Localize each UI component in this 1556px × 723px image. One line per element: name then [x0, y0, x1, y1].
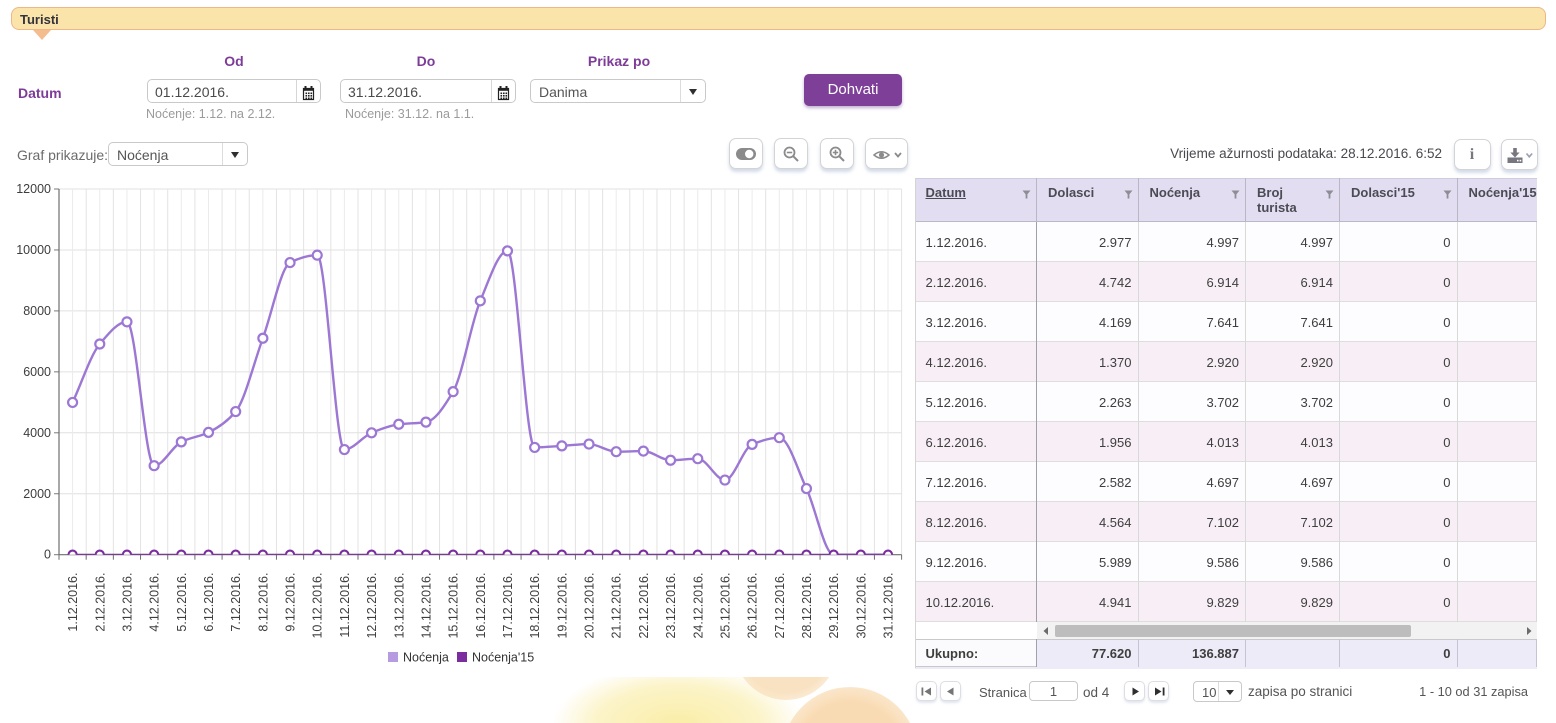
svg-text:4000: 4000: [23, 426, 51, 440]
svg-text:12000: 12000: [16, 182, 51, 196]
svg-text:22.12.2016.: 22.12.2016.: [637, 573, 651, 639]
svg-text:18.12.2016.: 18.12.2016.: [528, 573, 542, 639]
svg-text:27.12.2016.: 27.12.2016.: [773, 573, 787, 639]
svg-text:26.12.2016.: 26.12.2016.: [746, 573, 760, 639]
svg-text:31.12.2016.: 31.12.2016.: [882, 573, 896, 639]
svg-text:1.12.2016.: 1.12.2016.: [66, 573, 80, 632]
svg-text:Noćenja: Noćenja: [403, 651, 449, 665]
svg-text:3.12.2016.: 3.12.2016.: [120, 573, 134, 632]
svg-text:Noćenja'15: Noćenja'15: [472, 651, 534, 665]
svg-text:10.12.2016.: 10.12.2016.: [311, 573, 325, 639]
svg-text:19.12.2016.: 19.12.2016.: [555, 573, 569, 639]
svg-text:11.12.2016.: 11.12.2016.: [338, 573, 352, 638]
svg-text:2.12.2016.: 2.12.2016.: [93, 573, 107, 632]
svg-text:6.12.2016.: 6.12.2016.: [202, 573, 216, 632]
svg-text:8000: 8000: [23, 304, 51, 318]
svg-text:8.12.2016.: 8.12.2016.: [256, 573, 270, 632]
svg-text:4.12.2016.: 4.12.2016.: [148, 573, 162, 632]
svg-text:6000: 6000: [23, 365, 51, 379]
svg-text:2000: 2000: [23, 487, 51, 501]
svg-text:28.12.2016.: 28.12.2016.: [800, 573, 814, 639]
svg-text:23.12.2016.: 23.12.2016.: [664, 573, 678, 639]
svg-text:5.12.2016.: 5.12.2016.: [175, 573, 189, 632]
svg-text:0: 0: [44, 548, 51, 562]
svg-text:25.12.2016.: 25.12.2016.: [718, 573, 732, 639]
svg-text:21.12.2016.: 21.12.2016.: [610, 573, 624, 639]
svg-text:12.12.2016.: 12.12.2016.: [365, 573, 379, 639]
svg-text:30.12.2016.: 30.12.2016.: [854, 573, 868, 639]
svg-text:15.12.2016.: 15.12.2016.: [447, 573, 461, 639]
svg-text:24.12.2016.: 24.12.2016.: [691, 573, 705, 639]
svg-text:20.12.2016.: 20.12.2016.: [583, 573, 597, 639]
svg-text:17.12.2016.: 17.12.2016.: [501, 573, 515, 639]
svg-text:9.12.2016.: 9.12.2016.: [284, 573, 298, 632]
svg-text:16.12.2016.: 16.12.2016.: [474, 573, 488, 639]
svg-text:14.12.2016.: 14.12.2016.: [419, 573, 433, 639]
svg-text:10000: 10000: [16, 243, 51, 257]
svg-text:13.12.2016.: 13.12.2016.: [392, 573, 406, 639]
svg-text:7.12.2016.: 7.12.2016.: [229, 573, 243, 632]
svg-text:29.12.2016.: 29.12.2016.: [827, 573, 841, 639]
